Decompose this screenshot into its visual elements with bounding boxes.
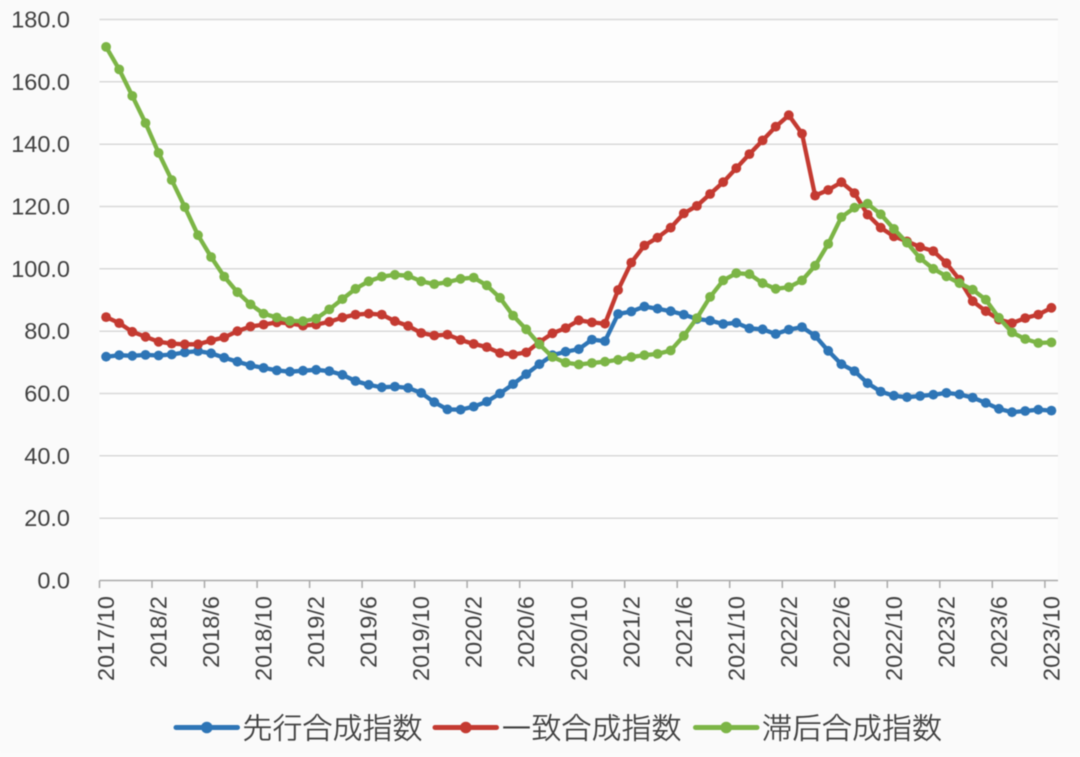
svg-text:2018/6: 2018/6 <box>198 596 224 668</box>
svg-text:140.0: 140.0 <box>11 131 70 157</box>
svg-text:2021/10: 2021/10 <box>723 596 749 681</box>
svg-text:180.0: 180.0 <box>11 7 70 33</box>
svg-text:2023/10: 2023/10 <box>1038 596 1064 681</box>
svg-text:160.0: 160.0 <box>11 69 70 95</box>
svg-text:40.0: 40.0 <box>24 443 70 469</box>
svg-text:2020/2: 2020/2 <box>461 596 487 668</box>
svg-text:2022/10: 2022/10 <box>881 596 907 681</box>
svg-text:100.0: 100.0 <box>11 256 70 282</box>
svg-text:2023/6: 2023/6 <box>986 596 1012 668</box>
svg-text:2022/2: 2022/2 <box>776 596 802 668</box>
svg-text:2022/6: 2022/6 <box>828 596 854 668</box>
svg-text:80.0: 80.0 <box>24 318 70 344</box>
svg-text:0.0: 0.0 <box>37 568 70 594</box>
svg-text:2021/6: 2021/6 <box>671 596 697 668</box>
svg-text:120.0: 120.0 <box>11 194 70 220</box>
svg-text:2023/2: 2023/2 <box>933 596 959 668</box>
svg-text:2019/2: 2019/2 <box>303 596 329 668</box>
svg-text:2018/2: 2018/2 <box>146 596 172 668</box>
svg-text:60.0: 60.0 <box>24 381 70 407</box>
svg-text:2020/6: 2020/6 <box>513 596 539 668</box>
svg-text:2020/10: 2020/10 <box>566 596 592 681</box>
svg-text:2018/10: 2018/10 <box>251 596 277 681</box>
svg-text:2019/10: 2019/10 <box>408 596 434 681</box>
svg-text:2021/2: 2021/2 <box>618 596 644 668</box>
svg-text:20.0: 20.0 <box>24 505 70 531</box>
svg-text:2017/10: 2017/10 <box>93 596 119 681</box>
svg-text:2019/6: 2019/6 <box>356 596 382 668</box>
